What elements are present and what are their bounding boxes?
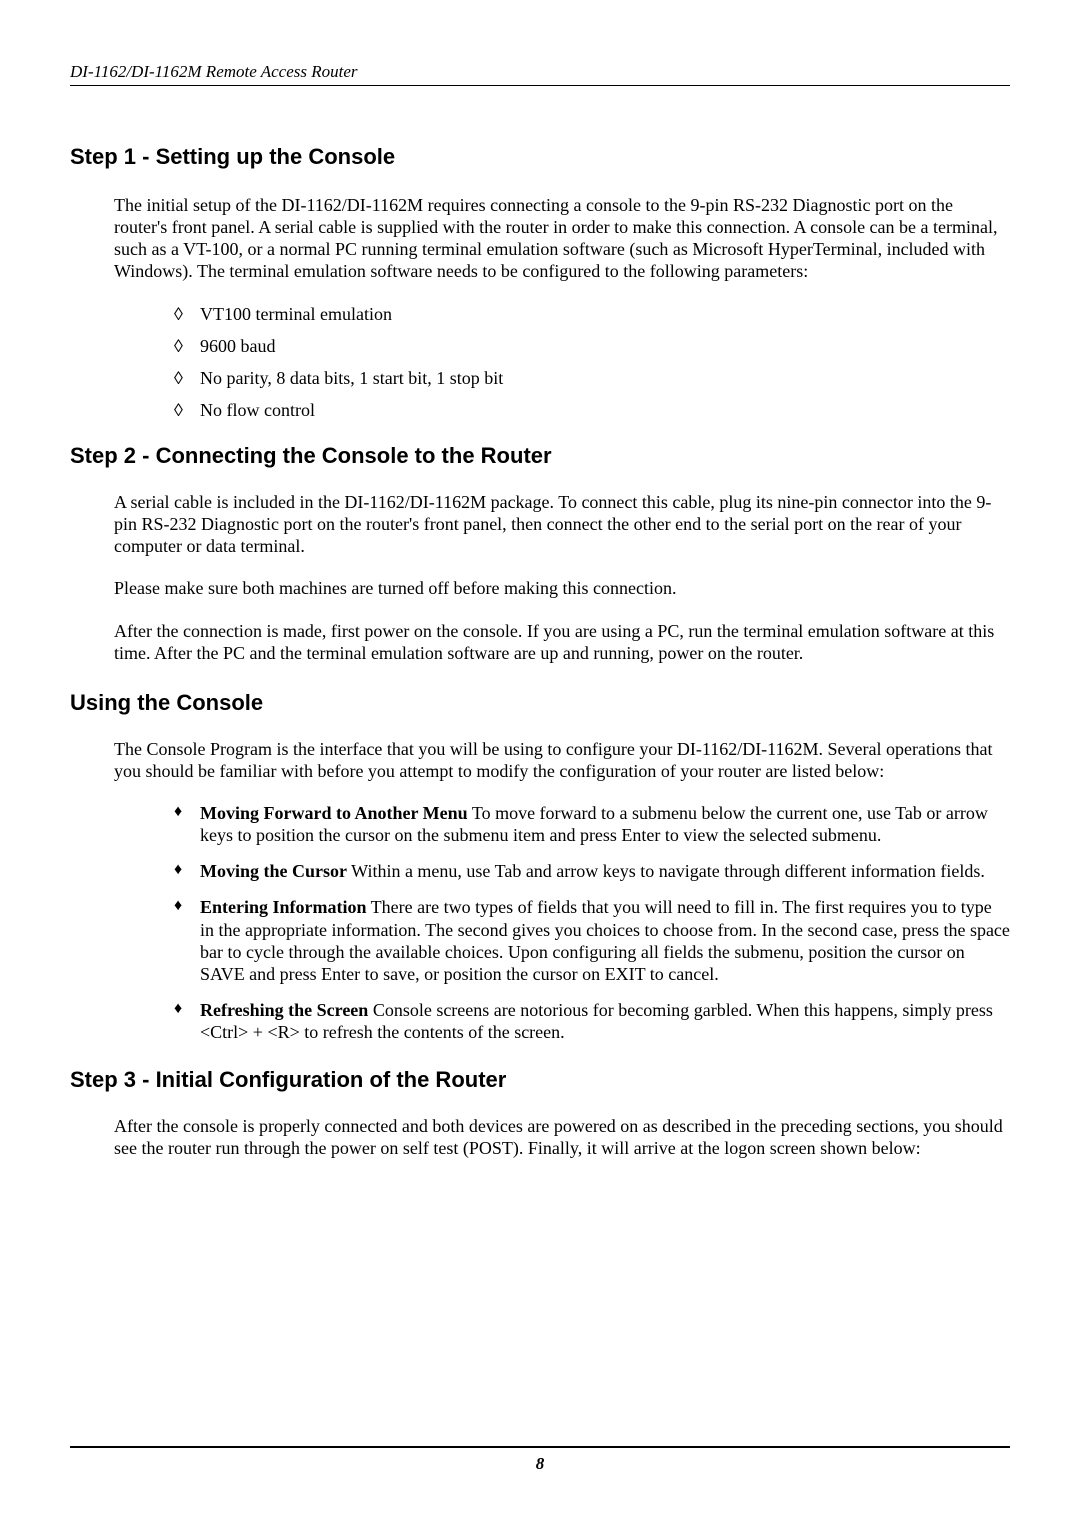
page-footer: 8 [70, 1446, 1010, 1474]
running-header: DI-1162/DI-1162M Remote Access Router [70, 62, 1010, 86]
step1-bullets: VT100 terminal emulation 9600 baud No pa… [114, 303, 1010, 422]
item-title: Refreshing the Screen [200, 1000, 368, 1020]
list-item: Entering Information There are two types… [174, 896, 1010, 985]
using-items: Moving Forward to Another Menu To move f… [114, 802, 1010, 1043]
using-para: The Console Program is the interface tha… [114, 738, 1010, 782]
page: DI-1162/DI-1162M Remote Access Router St… [0, 0, 1080, 1528]
step2-para3: After the connection is made, first powe… [114, 620, 1010, 664]
step2-body: A serial cable is included in the DI-116… [114, 491, 1010, 664]
list-item: Moving Forward to Another Menu To move f… [174, 802, 1010, 846]
bullet-item: No parity, 8 data bits, 1 start bit, 1 s… [174, 367, 1010, 389]
using-body: The Console Program is the interface tha… [114, 738, 1010, 1043]
heading-using-console: Using the Console [70, 690, 1010, 716]
list-item: Moving the Cursor Within a menu, use Tab… [174, 860, 1010, 882]
heading-step2: Step 2 - Connecting the Console to the R… [70, 443, 1010, 469]
item-title: Moving Forward to Another Menu [200, 803, 468, 823]
item-title: Entering Information [200, 897, 367, 917]
item-title: Moving the Cursor [200, 861, 347, 881]
bullet-item: VT100 terminal emulation [174, 303, 1010, 325]
step1-para: The initial setup of the DI-1162/DI-1162… [114, 194, 1010, 283]
item-rest: Within a menu, use Tab and arrow keys to… [347, 861, 985, 881]
bullet-item: 9600 baud [174, 335, 1010, 357]
heading-step1: Step 1 - Setting up the Console [70, 144, 1010, 170]
list-item: Refreshing the Screen Console screens ar… [174, 999, 1010, 1043]
step3-para: After the console is properly connected … [114, 1115, 1010, 1159]
step3-body: After the console is properly connected … [114, 1115, 1010, 1159]
page-number: 8 [536, 1454, 545, 1473]
step2-para1: A serial cable is included in the DI-116… [114, 491, 1010, 557]
step1-body: The initial setup of the DI-1162/DI-1162… [114, 194, 1010, 421]
step2-para2: Please make sure both machines are turne… [114, 577, 1010, 599]
bullet-item: No flow control [174, 399, 1010, 421]
heading-step3: Step 3 - Initial Configuration of the Ro… [70, 1067, 1010, 1093]
